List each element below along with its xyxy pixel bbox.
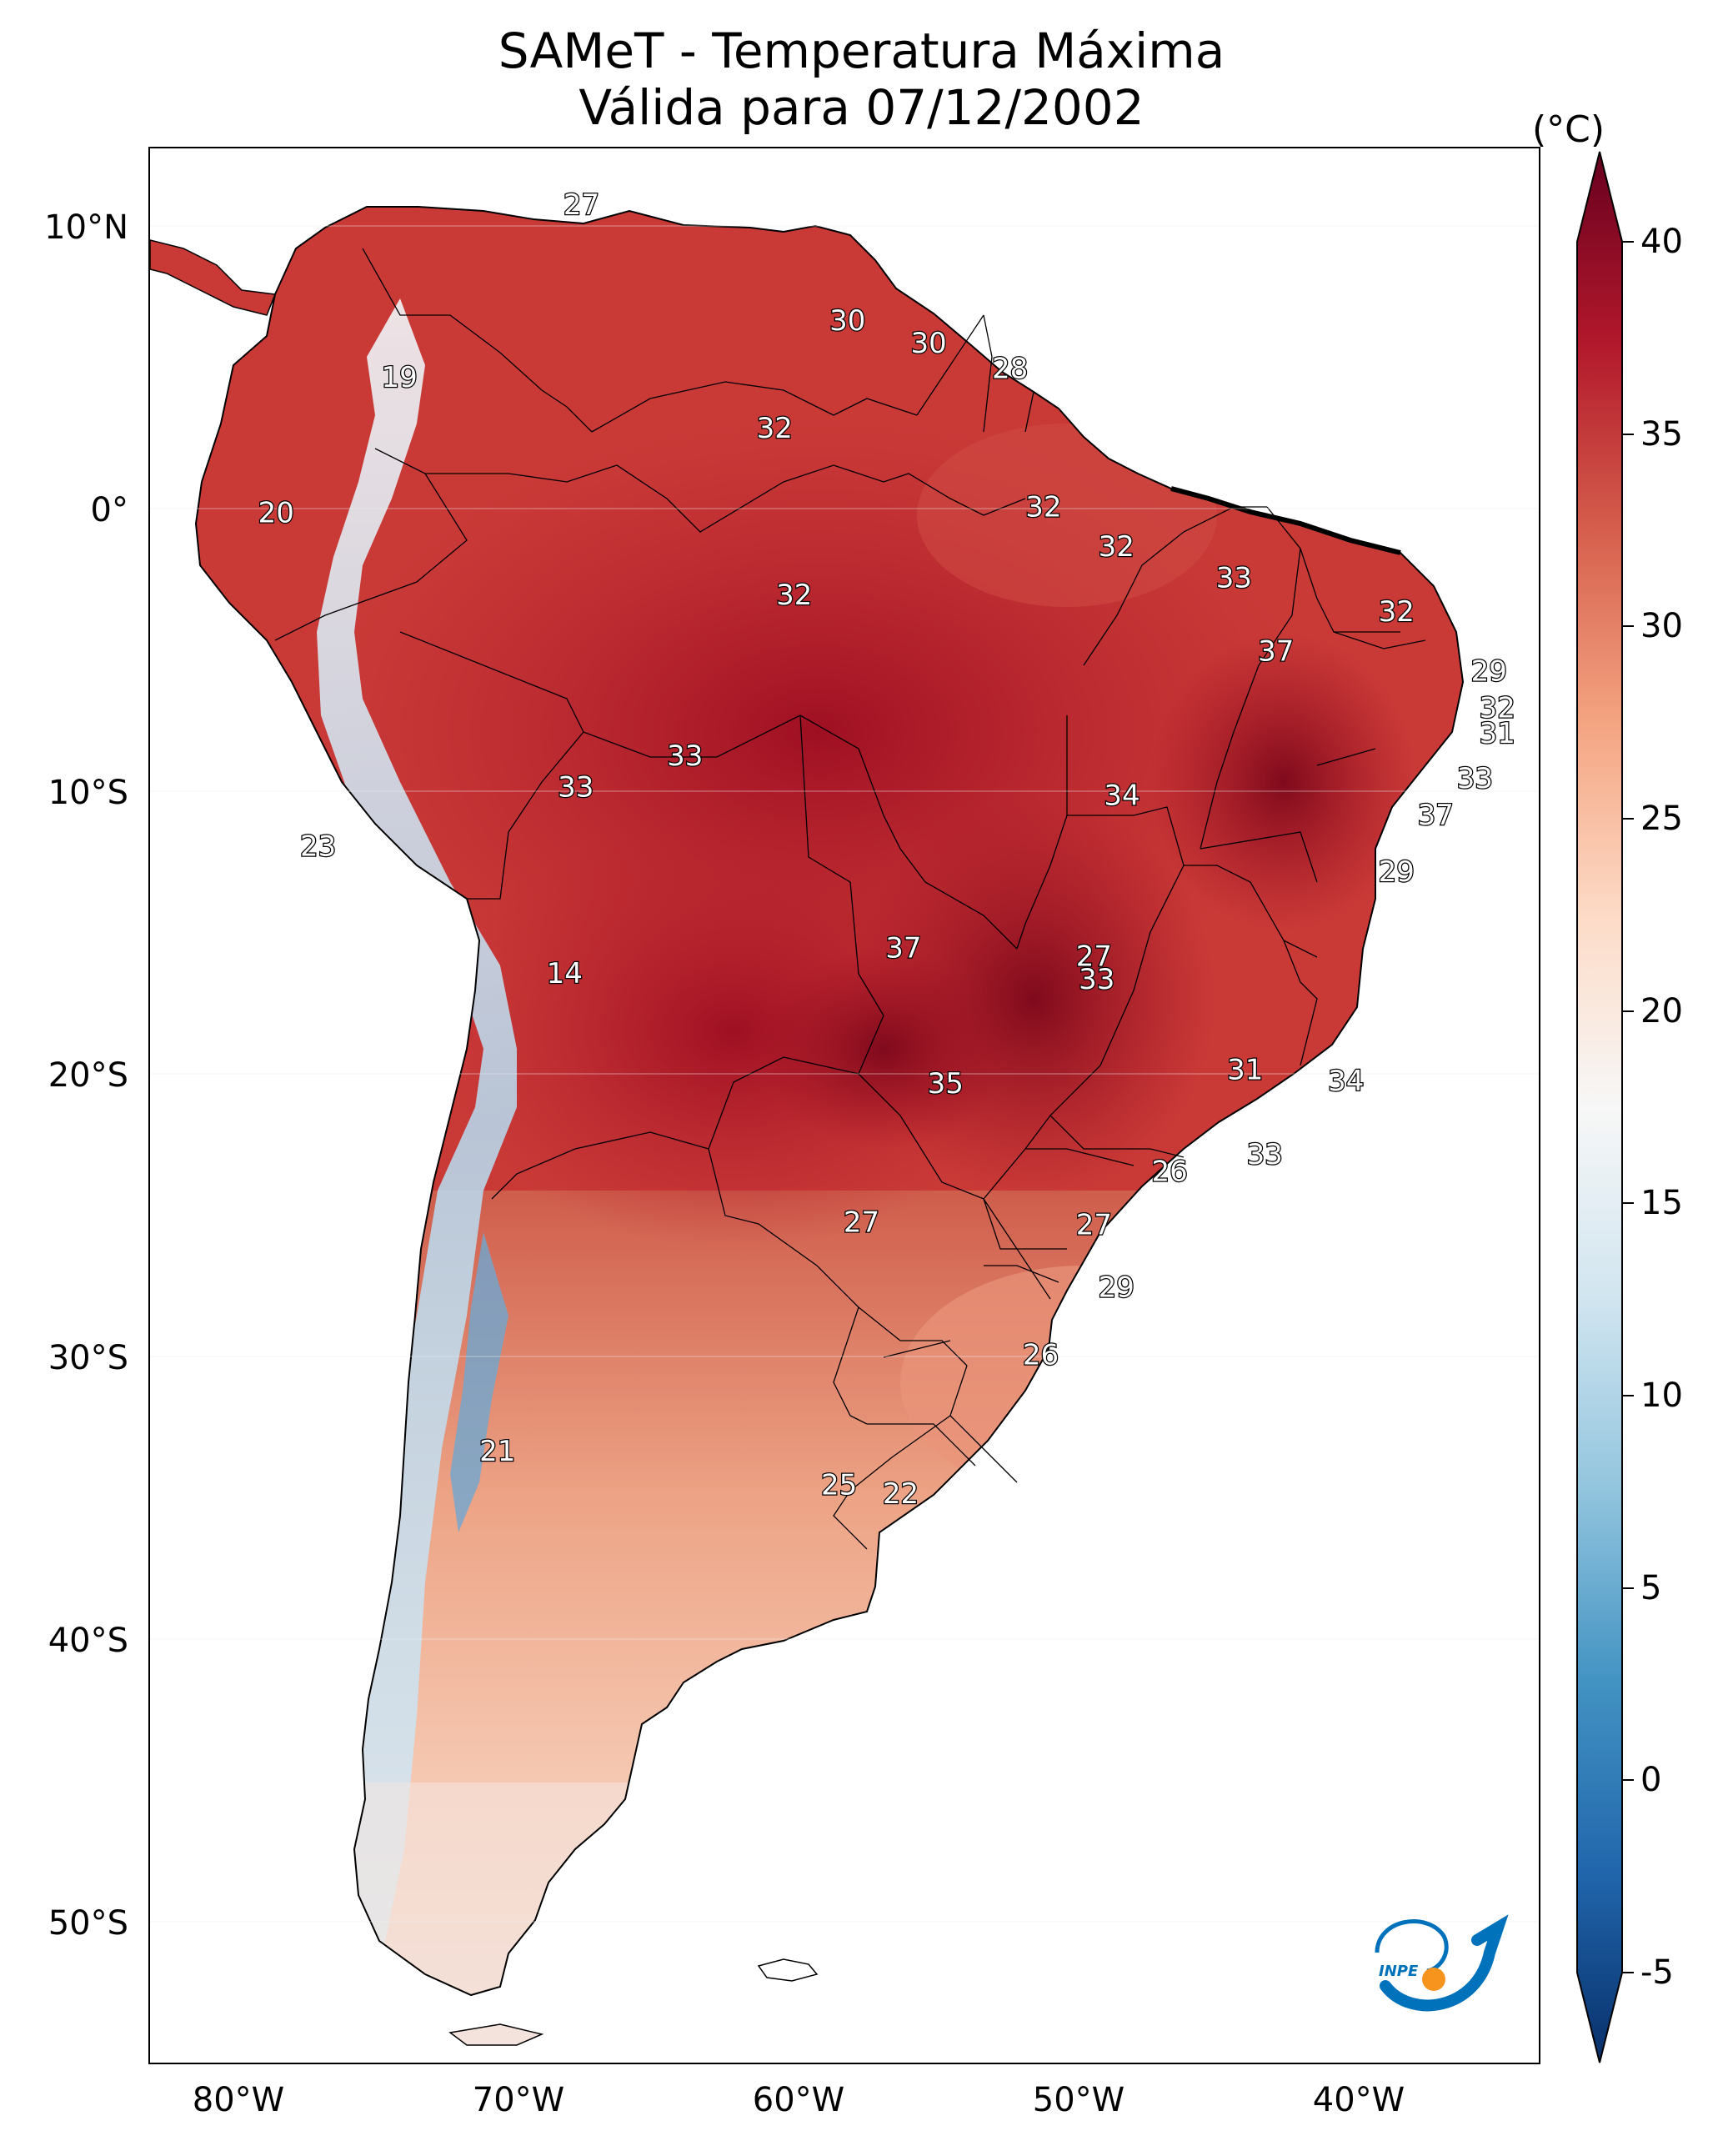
temperature-point-label: 34	[1328, 1065, 1364, 1098]
temperature-point-label: 32	[1025, 491, 1061, 524]
colorbar-tick-mark	[1622, 1972, 1634, 1973]
lon-label-50w: 50°W	[1032, 2081, 1125, 2119]
inpe-logo: INPE	[1375, 1914, 1509, 2012]
colorbar-tick-label: 20	[1640, 991, 1683, 1030]
temperature-point-label: 29	[1471, 654, 1507, 688]
colorbar-tick-label: 10	[1640, 1376, 1683, 1415]
temperature-point-label: 20	[258, 497, 294, 530]
temperature-point-label: 33	[558, 770, 594, 804]
colorbar-tick-label: 0	[1640, 1761, 1662, 1800]
temperature-point-label: 33	[1457, 762, 1493, 795]
map-title-line1: SAMeT - Temperatura Máxima	[498, 23, 1225, 79]
lon-label-80w: 80°W	[192, 2081, 285, 2119]
map-panel: 27 19 30 30 28 32 20 32 32 32 33 32 37 29 32 31 33 33 34 33…	[148, 147, 1540, 2064]
colorbar	[1576, 151, 1623, 2063]
lon-label-40w: 40°W	[1312, 2081, 1405, 2119]
colorbar-tick-label: 35	[1640, 414, 1683, 454]
lon-label-60w: 60°W	[752, 2081, 845, 2119]
temperature-point-label: 27	[563, 188, 599, 222]
temperature-point-label: 35	[928, 1067, 964, 1101]
colorbar-tick-mark	[1622, 241, 1634, 243]
temperature-point-label: 33	[667, 740, 703, 773]
colorbar-tick-label: 15	[1640, 1184, 1683, 1223]
lat-label-40s: 40°S	[48, 1622, 128, 1660]
temperature-point-label: 22	[883, 1477, 919, 1511]
colorbar-tick-label: 5	[1640, 1568, 1662, 1607]
temperature-point-label: 29	[1379, 855, 1415, 889]
temperature-point-label: 32	[757, 412, 793, 445]
north-coast-detail	[1170, 486, 1401, 555]
colorbar-tick-mark	[1622, 1202, 1634, 1205]
lat-label-30s: 30°S	[48, 1339, 128, 1377]
country-borders	[274, 248, 1426, 1550]
lat-label-10n: 10°N	[44, 208, 128, 247]
lon-label-70w: 70°W	[472, 2081, 565, 2119]
colorbar-unit: (°C)	[1532, 108, 1605, 151]
temperature-point-label: 37	[1258, 635, 1294, 669]
lat-label-50s: 50°S	[48, 1904, 128, 1943]
temperature-point-label: 33	[1216, 561, 1252, 594]
temperature-point-label: 26	[1023, 1339, 1059, 1372]
temperature-point-label: 27	[1076, 940, 1112, 974]
lat-label-20s: 20°S	[48, 1056, 128, 1095]
colorbar-tick-mark	[1622, 1395, 1634, 1396]
temperature-point-label: 31	[1480, 717, 1515, 750]
temperature-point-label: 31	[1227, 1053, 1263, 1086]
tierra-del-fuego	[448, 2023, 544, 2046]
temperature-point-label: 33	[1079, 963, 1114, 996]
temperature-point-label: 30	[829, 304, 865, 338]
map-title-line2: Válida para 07/12/2002	[579, 79, 1144, 136]
temperature-point-label: 21	[479, 1435, 515, 1468]
temperature-point-label: 32	[776, 579, 812, 612]
temperature-point-label: 27	[844, 1206, 879, 1239]
colorbar-tick-label: 30	[1640, 607, 1683, 646]
temperature-point-label: 34	[1104, 780, 1139, 813]
colorbar-tick-mark	[1622, 433, 1634, 435]
colorbar-tick-mark	[1622, 1779, 1634, 1782]
temperature-point-label: 14	[547, 957, 583, 990]
colorbar-tick-label: 25	[1640, 800, 1683, 838]
lat-label-10s: 10°S	[48, 774, 128, 812]
temperature-point-label: 37	[885, 932, 921, 965]
colorbar-tick-mark	[1622, 1010, 1634, 1012]
graticule	[150, 225, 1539, 1923]
colorbar-tick-label: -5	[1640, 1953, 1674, 1992]
temperature-point-label: 26	[1151, 1155, 1187, 1188]
temperature-point-label: 30	[910, 327, 946, 360]
temperature-point-label: 32	[1379, 595, 1415, 629]
coastline	[194, 206, 1465, 1997]
colorbar-tick-label: 40	[1640, 223, 1683, 261]
temperature-point-label: 23	[300, 830, 336, 864]
temperature-point-label: 28	[992, 353, 1028, 386]
temperature-point-label: 33	[1247, 1138, 1283, 1171]
temperature-point-label: 32	[1099, 530, 1134, 564]
temperature-point-label: 27	[1076, 1209, 1112, 1242]
colorbar-tick-mark	[1622, 625, 1634, 628]
falkland-islands	[757, 1958, 819, 1982]
colorbar-tick-mark	[1622, 818, 1634, 820]
temperature-point-label: 19	[381, 361, 417, 394]
inpe-logo-text: INPE	[1379, 1963, 1419, 1980]
temperature-point-label: 32	[1480, 691, 1515, 725]
isthmus	[150, 239, 277, 316]
temperature-point-label: 25	[821, 1469, 857, 1502]
temperature-point-label: 29	[1099, 1271, 1134, 1304]
temperature-point-label: 37	[1418, 799, 1454, 832]
temperature-field	[196, 207, 1463, 1995]
colorbar-tick-mark	[1622, 1587, 1634, 1589]
lat-label-0: 0°	[90, 491, 128, 529]
